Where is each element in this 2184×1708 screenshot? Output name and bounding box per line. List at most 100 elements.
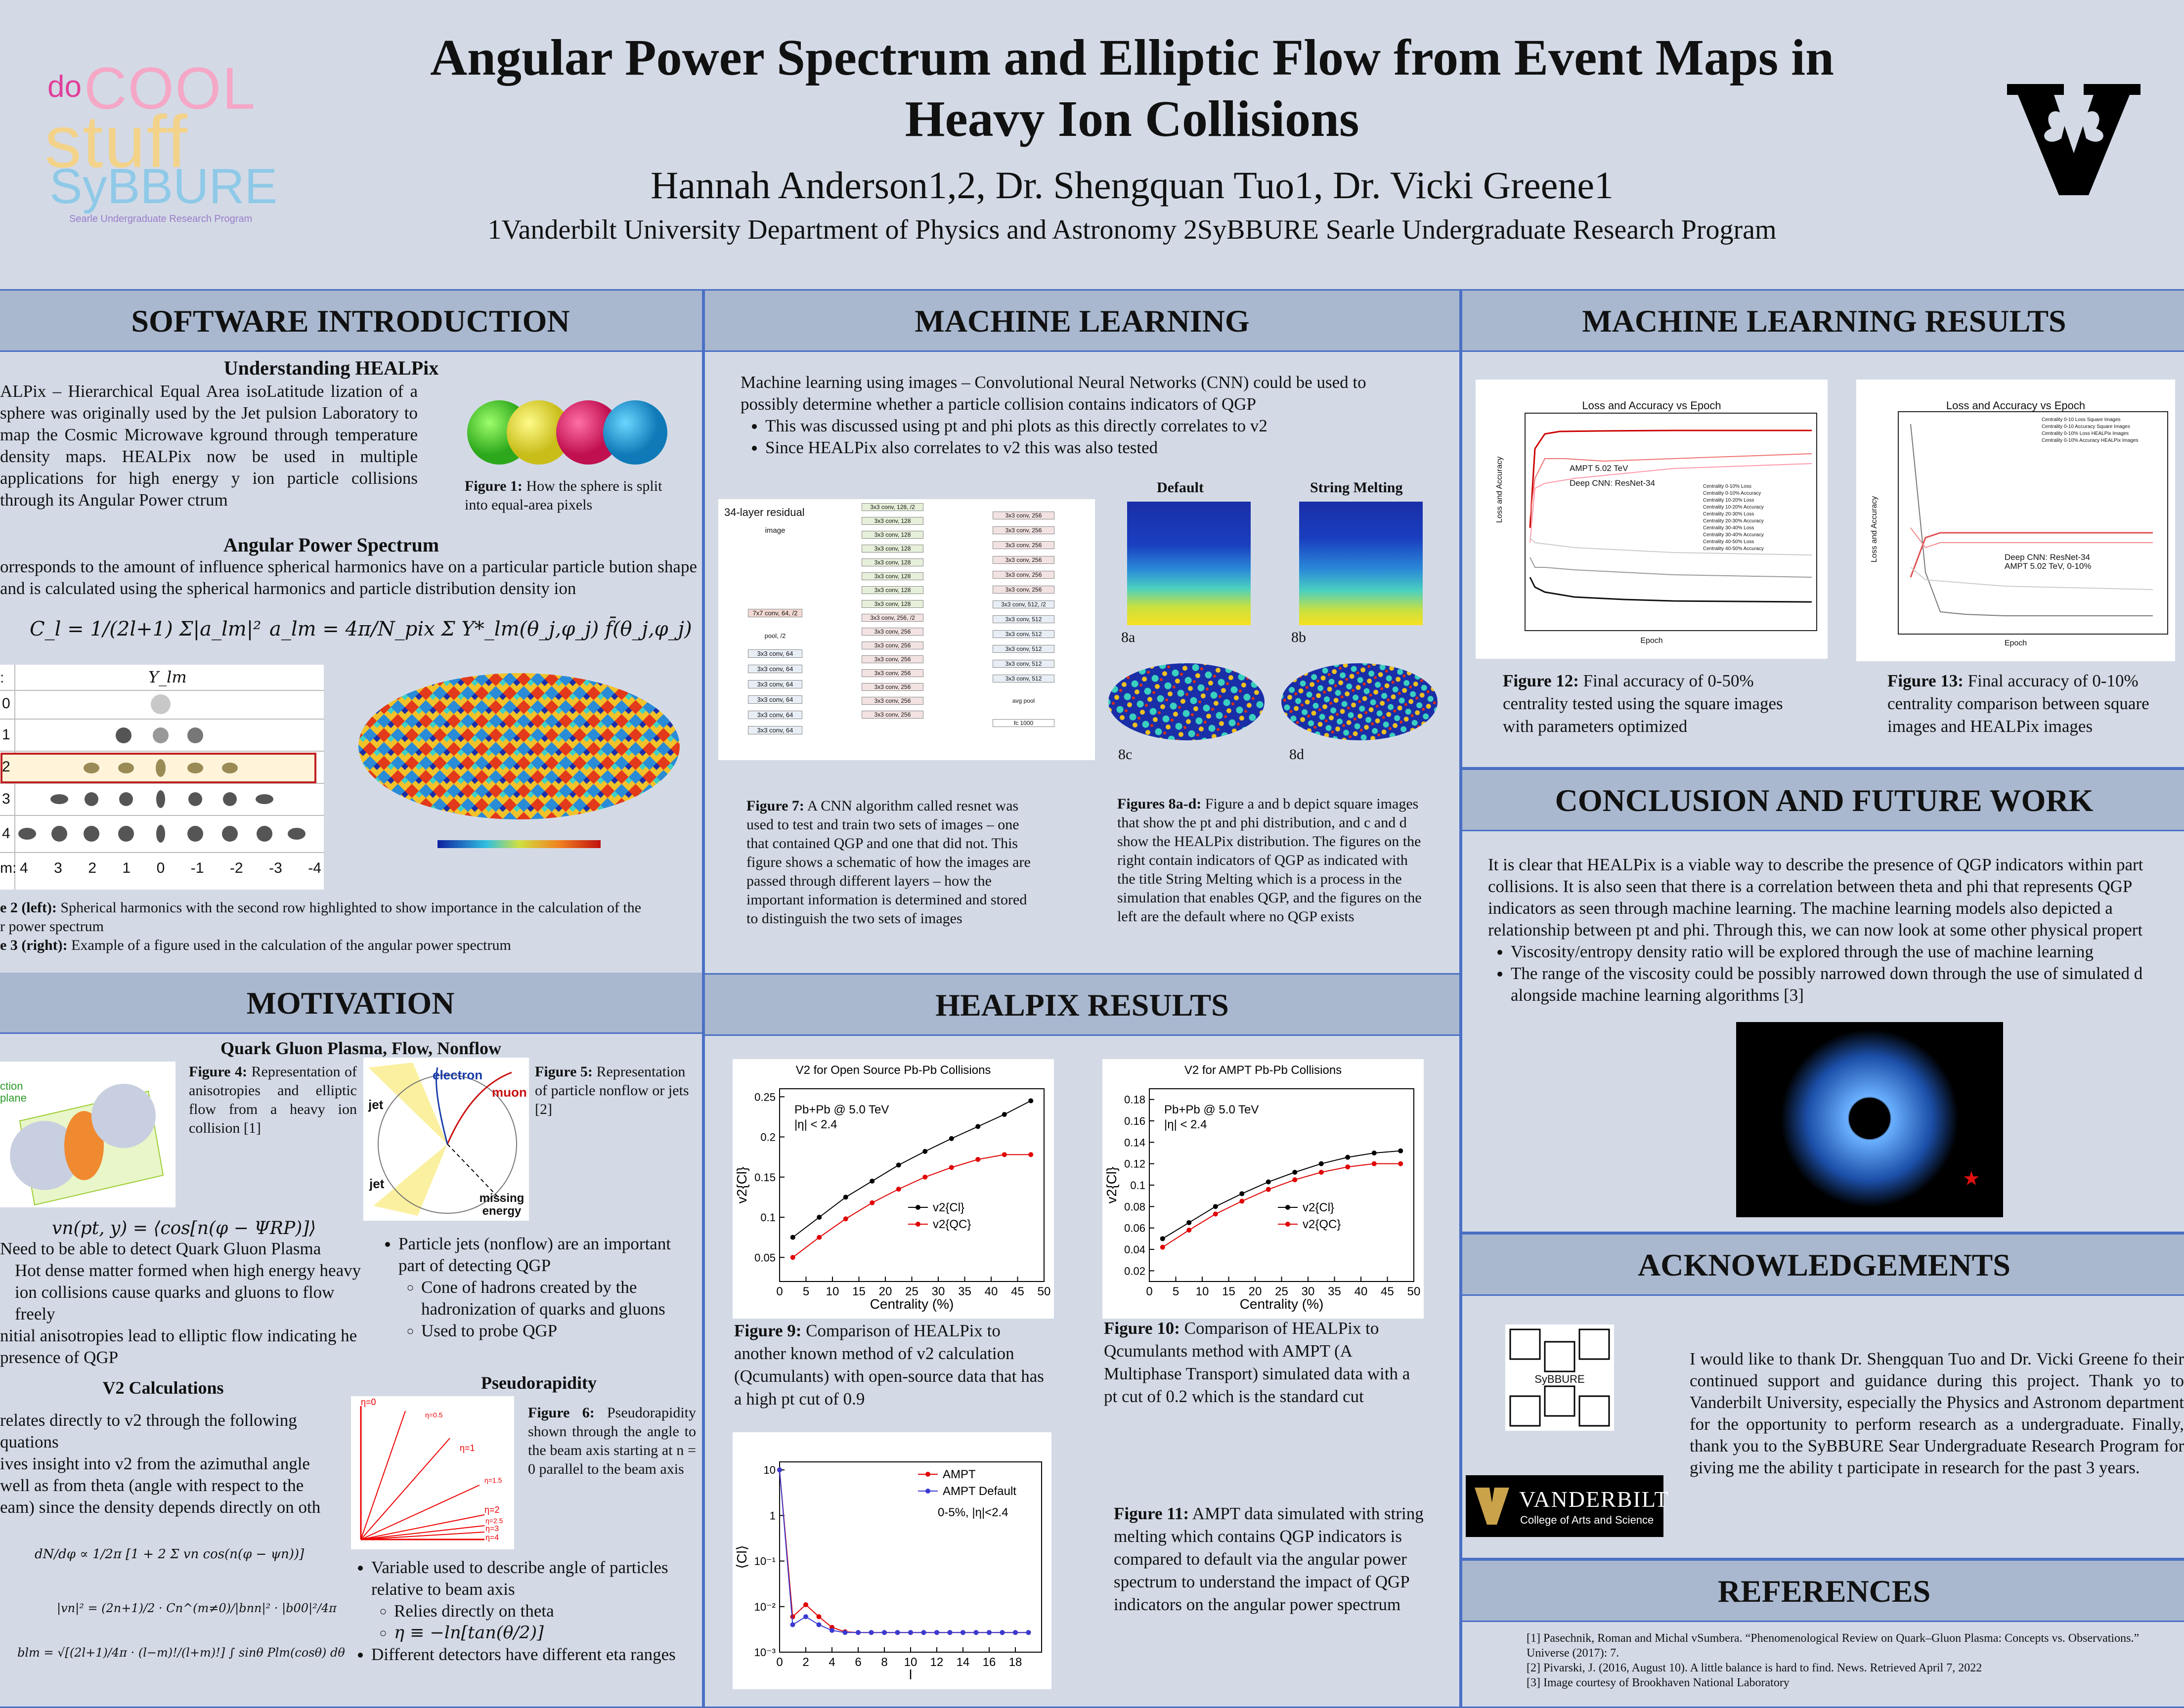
eta-bullet: Variable used to describe angle of parti… (371, 1557, 695, 1600)
figure-3-caption: e 3 (right): Example of a figure used in… (0, 936, 699, 955)
data-point (1345, 1154, 1351, 1160)
x-tick-label: 2 (802, 1656, 809, 1669)
data-point (1160, 1236, 1165, 1241)
resnet-column-3: 3x3 conv, 256 3x3 conv, 256 3x3 conv, 25… (993, 512, 1054, 727)
resnet-layer: 3x3 conv, 128, /2 (862, 503, 923, 511)
ml-results-panel (1461, 289, 2184, 769)
eta-label: η=2.5 (485, 1517, 503, 1525)
resnet-layer: fc 1000 (993, 719, 1054, 727)
legend-entry: Centrality 0-10 Loss Square Images (2042, 417, 2121, 423)
data-point (869, 1630, 874, 1635)
data-point (1371, 1161, 1377, 1166)
legend-marker (925, 1472, 930, 1477)
fig13-annotation-1: Deep CNN: ResNet-34 (2005, 553, 2090, 562)
data-point (908, 1630, 913, 1635)
ylm-row-2: 2 (2, 759, 10, 775)
x-tick-label: 5 (803, 1285, 809, 1298)
figure-1-caption: Figure 1: How the sphere is split into e… (465, 477, 672, 514)
m-value: -2 (229, 860, 243, 876)
figure-8a-label: 8a (1121, 629, 1136, 645)
chart-annotation: |η| < 2.4 (1164, 1118, 1207, 1131)
data-point (790, 1614, 795, 1620)
resnet-layer: 3x3 conv, 256 (993, 512, 1054, 519)
fig13-title: Loss and Accuracy vs Epoch (1946, 399, 2086, 412)
data-point (777, 1467, 782, 1473)
nonflow-sub-list: Cone of hadrons created by the hadroniza… (398, 1277, 697, 1342)
y-tick-label: 0.15 (754, 1171, 776, 1184)
y-tick-label: 0.04 (1124, 1243, 1145, 1256)
nonflow-sub-bullet: Used to probe QGP (421, 1320, 697, 1342)
y-tick-label: 0.05 (754, 1251, 776, 1264)
x-tick-label: 20 (1249, 1285, 1262, 1298)
figure-12-text: Final accuracy of 0-50% centrality teste… (1503, 671, 1783, 736)
y-tick-label: 0.2 (760, 1131, 776, 1144)
figure-6-label: Figure 6: (528, 1405, 595, 1421)
ylm-label: Y_lm (148, 668, 187, 686)
vanderbilt-v-logo-icon (2007, 84, 2140, 198)
data-point (1002, 1152, 1007, 1157)
x-tick-label: 10 (904, 1656, 917, 1669)
x-tick-label: 10 (1196, 1285, 1209, 1298)
x-tick-label: 15 (1222, 1285, 1235, 1298)
resnet-layer: 3x3 conv, 512 (993, 615, 1054, 623)
x-tick-label: 10 (826, 1285, 839, 1298)
resnet-layer: 3x3 conv, 64 (748, 711, 802, 719)
resnet-layer: 3x3 conv, 128 (862, 558, 923, 566)
x-axis-label: Centrality (%) (1240, 1296, 1324, 1312)
y-axis-label: v2{Cl} (734, 1167, 749, 1204)
eta-sub-bullet: Relies directly on theta (394, 1600, 695, 1622)
resnet-column-1: image 7x7 conv, 64, /2 pool, /2 3x3 conv… (748, 526, 802, 734)
software-intro-heading: SOFTWARE INTRODUCTION (0, 291, 702, 352)
legend-label: v2{Cl} (1303, 1201, 1334, 1214)
ylm-row-4: 4 (2, 825, 10, 842)
resnet-label: 34-layer residual (724, 506, 805, 518)
chart-annotation: |η| < 2.4 (794, 1118, 837, 1131)
collision-event-image: ★ (1736, 1022, 2003, 1217)
resnet-schematic-figure: 34-layer residual image 7x7 conv, 64, /2… (718, 499, 1095, 760)
x-tick-label: 45 (1011, 1285, 1024, 1298)
x-tick-label: 35 (1328, 1285, 1341, 1298)
qgp-sub-bullet: Hot dense matter formed when high energy… (15, 1261, 361, 1324)
resnet-layer: avg pool (1012, 697, 1035, 704)
y-tick-label: 0.1 (760, 1211, 776, 1224)
legend-entry: Centrality 20-30% Accuracy (1703, 518, 1764, 524)
figure-10-svg: V2 for AMPT Pb-Pb Collisions 0 5 10 15 20 25 30… (1104, 1064, 1420, 1312)
legend-marker (1285, 1222, 1290, 1227)
healpix-intro-text: ALPix – Hierarchical Equal Area isoLatit… (0, 382, 418, 510)
data-point (1318, 1170, 1324, 1175)
figure-4-caption: Figure 4: Representation of anisotropies… (189, 1063, 357, 1138)
v2-calculations-subheading: V2 Calculations (102, 1378, 224, 1398)
legend-label: v2{Cl} (933, 1201, 964, 1214)
ml-intro-paragraph: Machine learning using images – Convolut… (741, 373, 1366, 414)
eta-bullet: Different detectors have different eta r… (371, 1644, 695, 1665)
resnet-layer: 3x3 conv, 128 (862, 586, 923, 594)
data-point (882, 1630, 887, 1635)
resnet-layer: 3x3 conv, 512 (993, 660, 1054, 668)
resnet-layer: 3x3 conv, 64 (748, 665, 802, 673)
m-value: 3 (54, 860, 62, 876)
understanding-healpix-subheading: Understanding HEALPix (223, 357, 439, 379)
data-point (1266, 1187, 1271, 1192)
fig12-title: Loss and Accuracy vs Epoch (1582, 399, 1721, 412)
figure-12-label: Figure 12: (1503, 671, 1579, 690)
data-point (895, 1630, 900, 1635)
legend-entry: Centrality 20-30% Loss (1703, 512, 1754, 517)
figure-8b-square-melting (1299, 502, 1423, 625)
data-point (816, 1622, 822, 1627)
figure-12-caption: Figure 12: Final accuracy of 0-50% centr… (1503, 670, 1809, 738)
blm-equation: blm = √[(2l+1)/4π · (l−m)!/(l+m)!] ∫ sin… (17, 1646, 345, 1660)
ylm-row-m: m: (0, 860, 17, 876)
data-point (1186, 1228, 1192, 1233)
nonflow-sub-bullet: Cone of hadrons created by the hadroniza… (421, 1277, 697, 1320)
figure-2-3-caption: e 2 (left): Spherical harmonics with the… (0, 898, 699, 955)
figure-3-text: Example of a figure used in the calculat… (67, 937, 511, 953)
vanderbilt-wordmark: VANDERBILT (1519, 1487, 1669, 1512)
x-tick-label: 0 (1146, 1285, 1152, 1298)
data-point (973, 1630, 979, 1635)
data-point (790, 1235, 795, 1240)
default-label: Default (1157, 479, 1204, 496)
resnet-layer: 3x3 conv, 64 (748, 680, 802, 688)
data-point (1345, 1164, 1351, 1170)
resnet-layer: image (765, 526, 786, 535)
resnet-layer: 3x3 conv, 256 (993, 556, 1054, 564)
